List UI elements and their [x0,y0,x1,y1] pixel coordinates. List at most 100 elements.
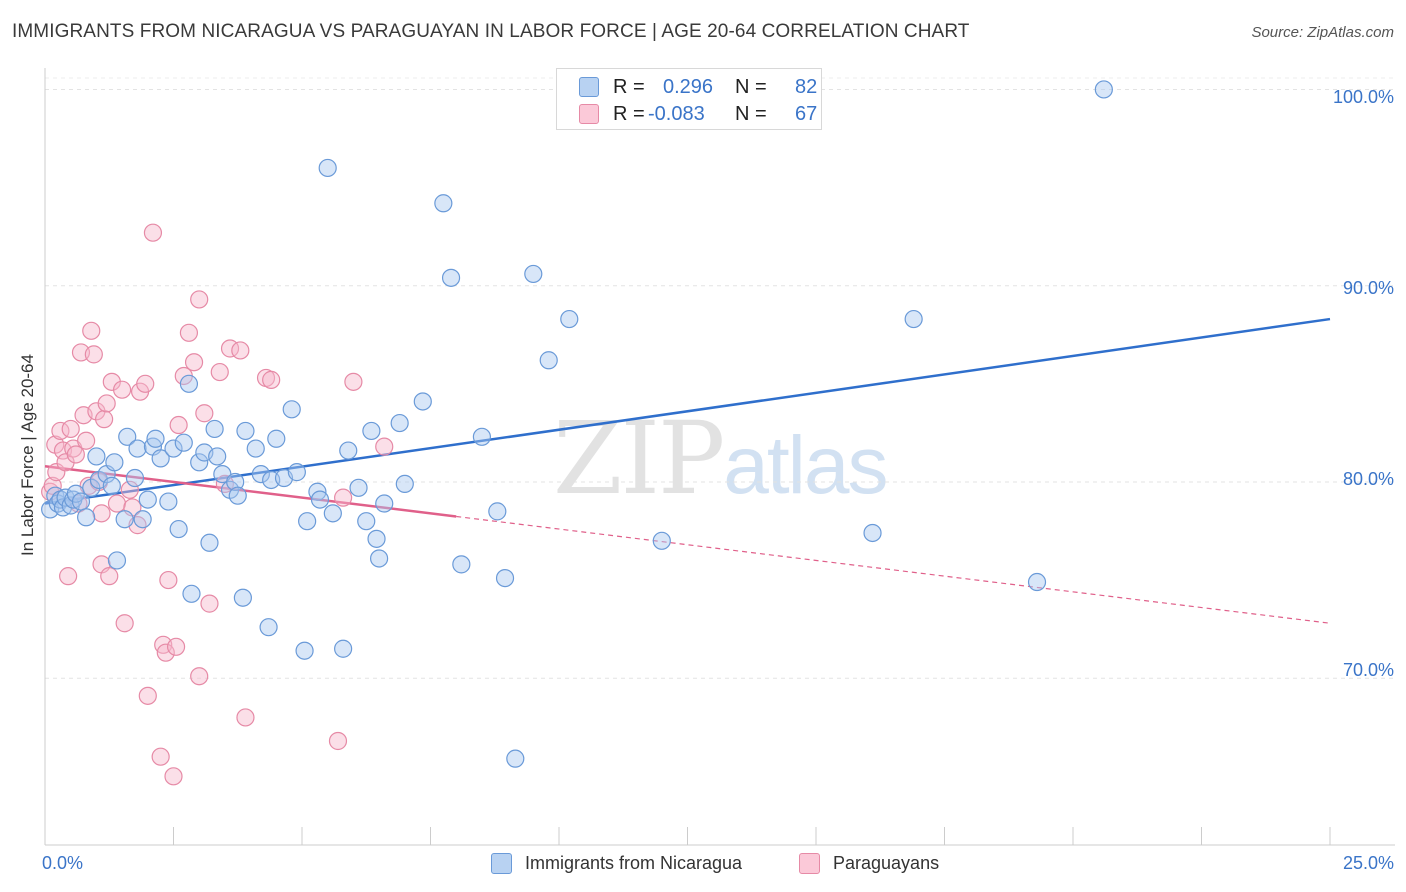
point-paraguayans [328,731,348,751]
point-nicaragua [323,504,342,523]
point-nicaragua [287,463,306,482]
legend-n-label: N = [735,103,767,125]
point-nicaragua [370,549,389,568]
point-nicaragua [357,512,376,531]
point-paraguayans [143,223,163,242]
point-nicaragua [146,429,165,448]
legend-label: Paraguayans [833,853,940,873]
point-paraguayans [179,323,199,342]
point-nicaragua [488,502,507,521]
point-nicaragua [863,523,882,543]
point-nicaragua [205,419,224,439]
point-paraguayans [166,637,186,656]
point-nicaragua [413,392,432,411]
point-nicaragua [251,464,270,484]
point-nicaragua [282,400,301,419]
legend-n-label: N = [735,76,767,98]
point-paraguayans [112,380,132,399]
point-paraguayans [136,374,155,393]
point-paraguayans [77,431,96,450]
point-paraguayans [344,372,363,391]
legend-swatch-pink [799,853,820,874]
point-paraguayans [164,767,183,786]
point-nicaragua [233,588,252,607]
point-nicaragua [174,433,193,452]
point-paraguayans [236,708,255,727]
point-nicaragua [259,618,278,637]
point-nicaragua [179,374,199,393]
legend-r-label: R = [613,76,645,98]
point-nicaragua [169,519,188,539]
point-nicaragua [246,439,265,458]
point-paraguayans [92,504,111,523]
legend-r-label: R = [613,103,645,125]
watermark-atlas: atlas [723,420,888,511]
point-nicaragua [318,158,337,178]
legend-swatch-blue [491,853,512,874]
point-paraguayans [200,594,219,613]
point-paraguayans [84,345,103,364]
y-tick-label-80: 80.0% [1342,469,1394,489]
correlation-legend: R = 0.296 N = 82 R = -0.083 N = 67 [556,68,822,130]
point-paraguayans [184,353,204,372]
point-paraguayans [231,341,250,360]
point-nicaragua [339,441,358,460]
watermark-zip: ZIP [553,400,725,517]
point-nicaragua [182,584,201,603]
point-nicaragua [362,421,381,441]
point-nicaragua [236,421,255,441]
point-nicaragua [87,447,106,466]
point-nicaragua [115,510,134,529]
point-nicaragua [226,472,245,492]
point-paraguayans [107,494,127,513]
point-nicaragua [102,476,121,495]
source-label: Source: ZipAtlas.com [1251,24,1394,41]
point-nicaragua [118,427,137,446]
point-nicaragua [138,490,157,509]
point-nicaragua [349,478,368,497]
point-nicaragua [1027,572,1047,592]
legend-swatch-blue [579,77,599,97]
point-nicaragua [390,413,409,433]
point-nicaragua [125,468,145,488]
point-nicaragua [310,490,330,509]
legend-n-value: 82 [795,76,818,98]
y-tick-label-90: 90.0% [1342,278,1394,298]
legend-label: Immigrants from Nicaragua [525,853,743,873]
x-tick-label-max: 25.0% [1342,853,1394,873]
point-nicaragua [560,309,579,329]
point-nicaragua [539,351,558,370]
point-nicaragua [652,531,671,550]
point-nicaragua [164,439,183,458]
point-nicaragua [472,427,491,446]
point-nicaragua [190,453,209,472]
point-paraguayans [138,686,157,705]
y-tick-label-70: 70.0% [1342,660,1394,680]
point-paraguayans [334,488,353,507]
point-nicaragua [151,449,170,468]
point-paraguayans [66,445,85,464]
point-nicaragua [82,478,101,497]
point-paraguayans [190,290,209,309]
point-nicaragua [77,508,96,527]
point-nicaragua [159,492,178,511]
legend-n-value: 67 [795,103,818,125]
point-paraguayans [59,567,78,586]
point-paraguayans [375,437,394,456]
point-nicaragua [295,641,314,660]
grid-lines [45,77,1395,679]
point-nicaragua [107,551,127,570]
trend-line-paraguayans [44,464,457,518]
point-nicaragua [367,529,386,548]
legend-r-value: -0.083 [648,103,705,125]
point-paraguayans [82,321,101,340]
point-paraguayans [262,370,281,389]
point-nicaragua [904,309,923,329]
point-paraguayans [210,362,229,382]
point-nicaragua [208,447,227,466]
trend-line-nicaragua [44,317,1331,505]
point-nicaragua [506,749,525,768]
trend-lines [44,317,1331,624]
point-paraguayans [97,394,116,413]
